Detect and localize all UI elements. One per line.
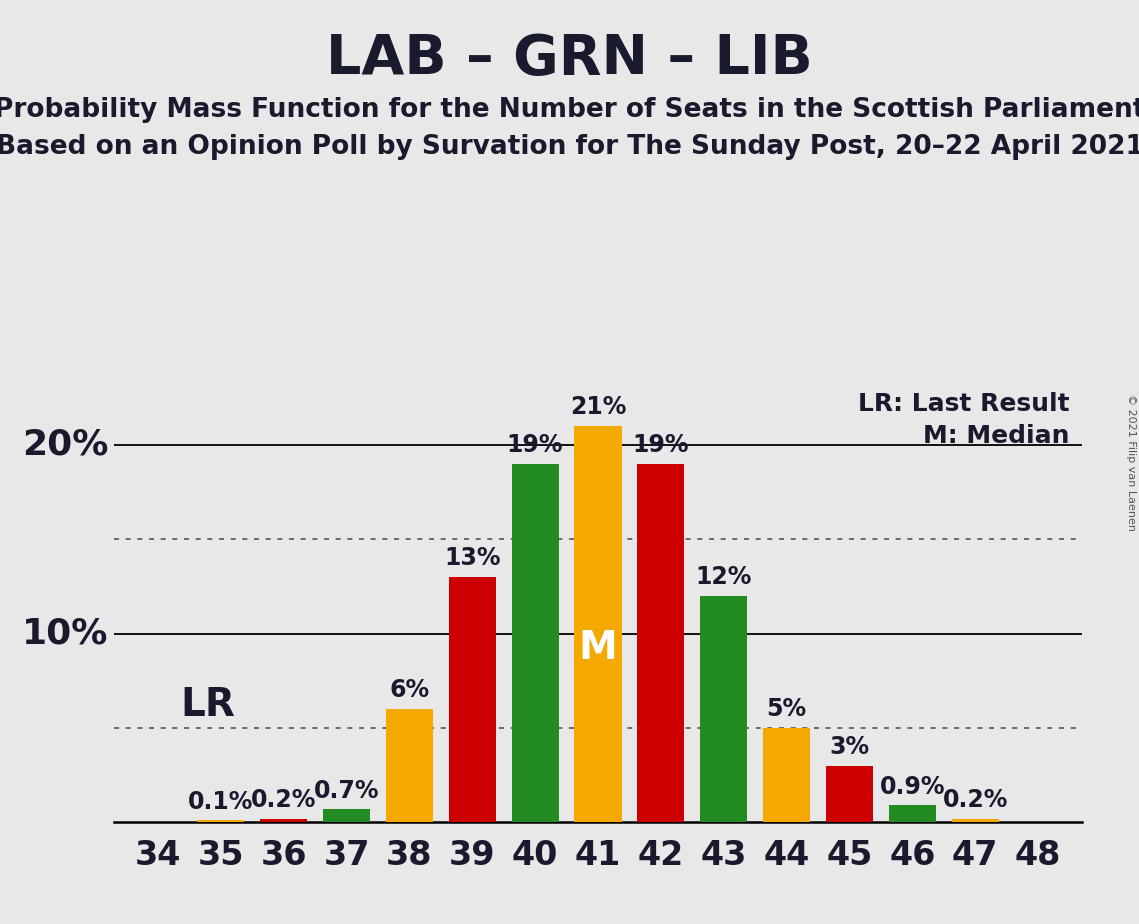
Text: 10%: 10% [22,616,108,650]
Bar [637,464,685,822]
Text: 12%: 12% [696,565,752,590]
Text: M: Median: M: Median [923,424,1070,448]
Text: Probability Mass Function for the Number of Seats in the Scottish Parliament: Probability Mass Function for the Number… [0,97,1139,123]
Text: 19%: 19% [507,433,564,457]
Text: 3%: 3% [829,736,869,760]
Text: 0.2%: 0.2% [251,788,317,812]
Text: 13%: 13% [444,546,500,570]
Text: LR: LR [181,687,236,724]
Text: 19%: 19% [632,433,689,457]
Bar [260,819,308,822]
Bar [700,596,747,822]
Text: © 2021 Filip van Laenen: © 2021 Filip van Laenen [1126,394,1136,530]
Bar [951,819,999,822]
Bar [511,464,559,822]
Bar [323,809,370,822]
Text: 5%: 5% [767,698,806,722]
Text: M: M [579,629,617,667]
Bar [574,426,622,822]
Text: Based on an Opinion Poll by Survation for The Sunday Post, 20–22 April 2021: Based on an Opinion Poll by Survation fo… [0,134,1139,160]
Text: 0.2%: 0.2% [942,788,1008,812]
Bar [888,806,936,822]
Text: 0.9%: 0.9% [879,774,945,798]
Bar [197,821,245,822]
Bar [826,766,872,822]
Text: 21%: 21% [570,395,626,419]
Text: LAB – GRN – LIB: LAB – GRN – LIB [326,32,813,86]
Text: 20%: 20% [22,428,108,462]
Text: 0.7%: 0.7% [313,779,379,803]
Text: 6%: 6% [390,678,429,702]
Text: LR: Last Result: LR: Last Result [858,392,1070,416]
Bar [449,577,495,822]
Bar [763,728,810,822]
Text: 0.1%: 0.1% [188,790,254,814]
Bar [386,709,433,822]
